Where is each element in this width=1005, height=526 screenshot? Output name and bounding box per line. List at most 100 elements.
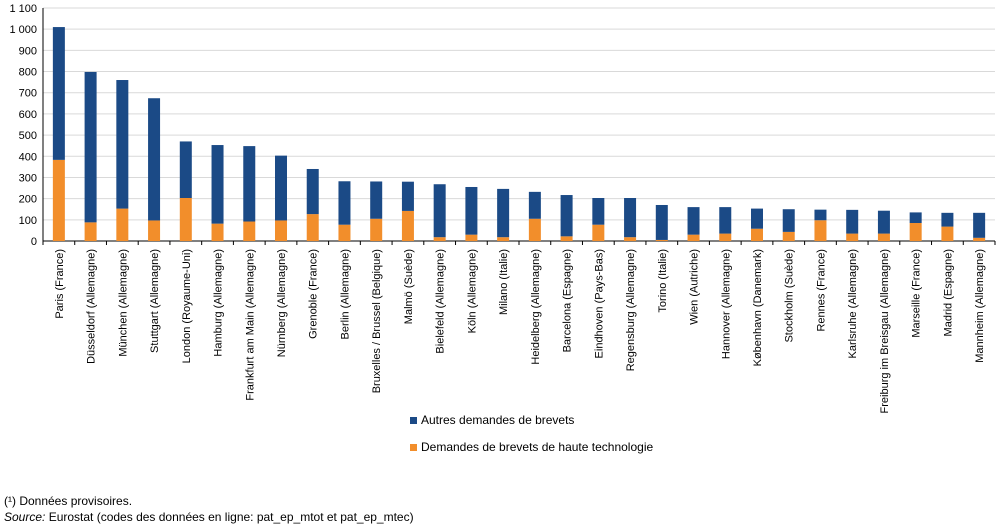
x-tick-label: Torino (Italie) — [657, 249, 669, 313]
bar-segment-autres — [148, 98, 161, 221]
source-note: Source: Eurostat (codes des données en l… — [4, 510, 414, 524]
bar-segment-haute-technologie — [338, 224, 351, 241]
bar-segment-autres — [624, 198, 637, 238]
y-tick-label: 500 — [19, 130, 37, 142]
bar-segment-autres — [528, 191, 541, 219]
bar-segment-autres — [592, 198, 605, 225]
y-tick-label: 100 — [19, 215, 37, 227]
bar-segment-haute-technologie — [846, 233, 859, 241]
y-tick-label: 0 — [31, 236, 37, 248]
legend-item-haute-technologie: Demandes de brevets de haute technologie — [410, 440, 653, 454]
bar-segment-autres — [560, 195, 573, 237]
y-tick-label: 800 — [19, 67, 37, 79]
bar-segment-autres — [306, 168, 319, 215]
bar-segment-autres — [243, 146, 256, 222]
bar-segment-autres — [370, 181, 383, 219]
legend-swatch-autres — [410, 416, 417, 424]
bar-segment-haute-technologie — [148, 220, 161, 241]
bar-segment-haute-technologie — [877, 233, 890, 241]
bar-segment-autres — [782, 209, 795, 232]
bar-segment-autres — [973, 212, 986, 238]
bar-segment-haute-technologie — [560, 236, 573, 241]
bar-segment-autres — [877, 210, 890, 234]
bar-segment-autres — [846, 209, 859, 234]
x-tick-label: Milano (Italie) — [498, 249, 510, 315]
legend-label-haute-technologie: Demandes de brevets de haute technologie — [421, 440, 654, 454]
y-tick-label: 200 — [19, 194, 37, 206]
source-text: Eurostat (codes des données en ligne: pa… — [45, 510, 414, 524]
x-tick-label: Mannheim (Allemagne) — [974, 249, 986, 363]
x-tick-label: London (Royaume-Uni) — [181, 249, 193, 363]
bar-segment-haute-technologie — [433, 237, 446, 241]
bar-segment-haute-technologie — [370, 218, 383, 241]
x-tick-label: München (Allemagne) — [117, 249, 129, 357]
bar-segment-haute-technologie — [782, 231, 795, 241]
x-tick-label: Barcelona (Espagne) — [562, 249, 574, 352]
x-tick-label: Bruxelles / Brussel (Belgique) — [371, 249, 383, 393]
bar-segment-haute-technologie — [243, 221, 256, 241]
y-tick-label: 1 000 — [9, 24, 37, 36]
bar-segment-haute-technologie — [306, 214, 319, 241]
x-tick-label: Marseille (France) — [911, 249, 923, 338]
bar-segment-haute-technologie — [465, 234, 478, 241]
bar-segment-haute-technologie — [941, 226, 954, 241]
bar-segment-haute-technologie — [655, 239, 668, 241]
bar-segment-haute-technologie — [624, 237, 637, 241]
bar-segment-autres — [401, 181, 414, 211]
bar-segment-autres — [52, 27, 65, 160]
bar-segment-autres — [179, 141, 192, 199]
source-label: Source: — [4, 510, 46, 524]
x-tick-label: Nürnberg (Allemagne) — [276, 249, 288, 357]
bar-segment-haute-technologie — [687, 234, 700, 241]
x-tick-label: Rennes (France) — [815, 249, 827, 332]
x-tick-label: Stuttgart (Allemagne) — [149, 249, 161, 353]
bar-segment-haute-technologie — [719, 233, 732, 241]
bar-segment-haute-technologie — [401, 210, 414, 241]
x-tick-label: Madrid (Espagne) — [942, 249, 954, 336]
x-tick-label: Grenoble (France) — [308, 249, 320, 339]
bar-segment-haute-technologie — [973, 237, 986, 241]
bar-segment-haute-technologie — [814, 220, 827, 241]
provisional-note: (¹) Données provisoires. — [4, 494, 133, 508]
bar-segment-haute-technologie — [909, 222, 922, 241]
bar-segment-autres — [497, 188, 510, 238]
bar-segment-autres — [655, 204, 668, 240]
x-tick-label: Wien (Autriche) — [689, 249, 701, 325]
bar-segment-autres — [433, 184, 446, 238]
bar-segment-autres — [211, 145, 224, 224]
y-tick-label: 400 — [19, 151, 37, 163]
bar-segment-autres — [338, 181, 351, 225]
x-tick-label: Bielefeld (Allemagne) — [435, 249, 447, 354]
x-tick-label: Malmö (Suède) — [403, 249, 415, 324]
bar-segment-haute-technologie — [179, 198, 192, 241]
bar-segment-autres — [84, 71, 97, 223]
y-tick-label: 600 — [19, 109, 37, 121]
bar-segment-autres — [275, 155, 287, 221]
y-tick-label: 1 100 — [9, 3, 37, 15]
bar-segment-haute-technologie — [116, 208, 129, 241]
legend-label-autres: Autres demandes de brevets — [421, 413, 575, 427]
bar-segment-autres — [465, 186, 478, 235]
x-tick-label: Heidelberg (Allemagne) — [530, 249, 542, 365]
x-tick-label: Hamburg (Allemagne) — [213, 249, 225, 357]
bar-segment-autres — [719, 207, 732, 234]
x-tick-label: Eindhoven (Pays-Bas) — [593, 249, 605, 358]
bar-segment-haute-technologie — [211, 223, 224, 241]
y-tick-label: 900 — [19, 45, 37, 57]
x-tick-label: Frankfurt am Main (Allemagne) — [244, 249, 256, 401]
x-tick-label: Regensburg (Allemagne) — [625, 249, 637, 371]
bar-segment-haute-technologie — [592, 224, 605, 241]
x-tick-label: Paris (France) — [54, 249, 66, 319]
x-tick-label: Berlin (Allemagne) — [339, 249, 351, 339]
x-tick-label: Hannover (Allemagne) — [720, 249, 732, 359]
bar-segment-autres — [814, 209, 827, 221]
x-tick-label: Freiburg im Breisgau (Allemagne) — [879, 249, 891, 413]
bar-segment-haute-technologie — [84, 222, 97, 241]
bar-segment-autres — [687, 207, 700, 235]
x-tick-label: København (Danemark) — [752, 249, 764, 366]
bar-segment-autres — [116, 80, 129, 209]
bar-segment-haute-technologie — [275, 220, 287, 241]
x-tick-label: Stockholm (Suède) — [784, 249, 796, 343]
bar-segment-haute-technologie — [528, 218, 541, 241]
